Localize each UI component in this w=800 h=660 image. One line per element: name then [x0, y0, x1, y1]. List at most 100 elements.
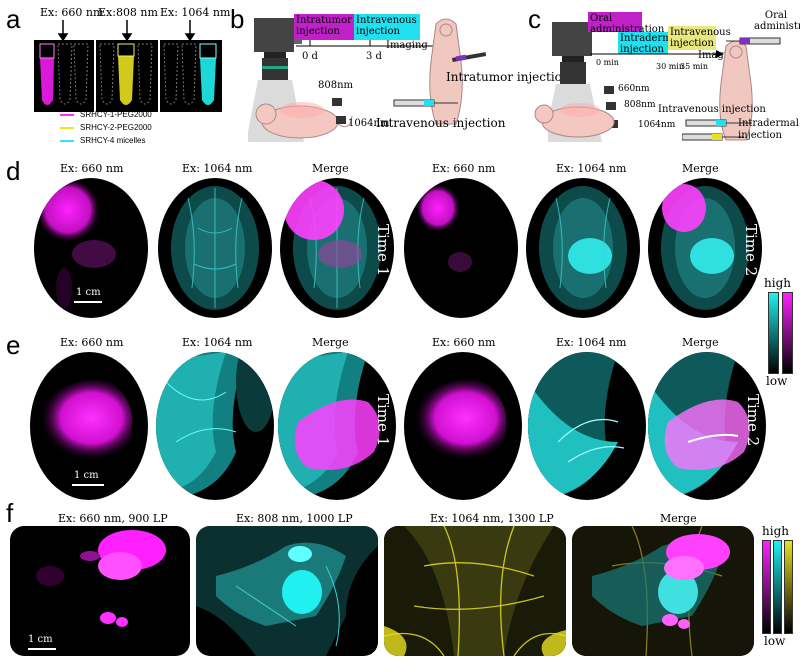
e-caption-1: Ex: 660 nm — [60, 336, 124, 349]
d-caption-1: Ex: 660 nm — [60, 162, 124, 175]
legend-swatch-2 — [60, 127, 74, 129]
e-caption-2: Ex: 1064 nm — [182, 336, 253, 349]
panel-f-label: f — [6, 498, 14, 528]
d-image-merge-t1 — [280, 178, 394, 318]
label-intravenous-c: Intravenous injection — [658, 104, 766, 115]
d-image-1064-t1 — [158, 178, 272, 318]
vial-image-1064 — [160, 40, 222, 112]
f-colorbar-high: high — [762, 524, 789, 538]
syringe-icon-b — [393, 99, 458, 107]
e-caption-6: Merge — [682, 336, 719, 349]
d-caption-5: Ex: 1064 nm — [556, 162, 627, 175]
de-colorbar-high: high — [764, 276, 791, 290]
laser-1064-b: 1064nm — [348, 118, 390, 129]
e-time-1: Time 1 — [374, 394, 392, 447]
f-caption-1: Ex: 660 nm, 900 LP — [58, 512, 168, 525]
f-colorbar-magenta — [762, 540, 771, 634]
mouse-upright-icon-b — [429, 18, 487, 125]
laser-808-c: 808nm — [624, 100, 656, 110]
syringes-icon-c — [682, 119, 752, 141]
imaging-label-c: Imaging — [698, 50, 740, 61]
d-image-merge-t2 — [648, 178, 762, 318]
panel-a-arrows — [57, 20, 196, 42]
e-caption-3: Merge — [312, 336, 349, 349]
d-caption-4: Ex: 660 nm — [432, 162, 496, 175]
f-caption-2: Ex: 808 nm, 1000 LP — [236, 512, 353, 525]
f-colorbar-cyan — [773, 540, 782, 634]
d-caption-3: Merge — [312, 162, 349, 175]
day-0-label: 0 d — [302, 51, 318, 62]
label-oral-c: Oral administration — [754, 10, 800, 32]
e-image-660-t2 — [404, 352, 522, 500]
label-intratumor-b: Intratumor injection — [446, 70, 570, 84]
d-caption-2: Ex: 1064 nm — [182, 162, 253, 175]
d-scale-bar — [74, 301, 102, 303]
panel-a-label: a — [6, 4, 21, 34]
label-intravenous-b: Intravenous injection — [376, 116, 506, 130]
d-image-660-t2 — [404, 178, 518, 318]
e-time-2: Time 2 — [744, 394, 762, 447]
legend-text-3: SRHCY-4 micelles — [80, 136, 146, 145]
f-colorbar-low: low — [764, 634, 786, 648]
laser-1064-c: 1064nm — [638, 120, 676, 130]
d-image-660-t1 — [34, 178, 148, 318]
timeline-arrow-c — [590, 50, 724, 58]
e-image-1064-t2 — [528, 352, 646, 500]
d-scale-bar-label: 1 cm — [76, 287, 101, 298]
time-0-label: 0 min — [596, 58, 619, 67]
box-intratumor-injection: Intratumor injection — [294, 14, 354, 40]
legend-swatch-1 — [60, 114, 74, 116]
de-colorbar-magenta — [782, 292, 793, 374]
d-time-2: Time 2 — [742, 224, 760, 277]
imaging-label-b: Imaging — [386, 40, 428, 51]
e-caption-5: Ex: 1064 nm — [556, 336, 627, 349]
f-scale-bar — [28, 648, 56, 650]
d-time-1: Time 1 — [374, 224, 392, 277]
panel-c-label: c — [528, 4, 541, 34]
laser-808-b: 808nm — [318, 80, 354, 91]
f-caption-3: Ex: 1064 nm, 1300 LP — [430, 512, 554, 525]
f-caption-4: Merge — [660, 512, 697, 525]
e-scale-bar-label: 1 cm — [74, 470, 99, 481]
f-scale-bar-label: 1 cm — [28, 634, 53, 645]
f-image-1064 — [384, 526, 566, 656]
time-35-label: 35 min — [680, 62, 709, 71]
vial-image-808 — [96, 40, 158, 112]
de-colorbar-low: low — [766, 374, 788, 388]
f-colorbar-yellow — [784, 540, 793, 634]
d-image-1064-t2 — [526, 178, 640, 318]
e-scale-bar — [72, 484, 104, 486]
oral-syringe-icon — [726, 37, 781, 45]
f-image-660 — [10, 526, 190, 656]
d-caption-6: Merge — [682, 162, 719, 175]
e-image-1064-t1 — [156, 352, 274, 500]
e-caption-4: Ex: 660 nm — [432, 336, 496, 349]
legend-text-2: SRHCY-2-PEG2000 — [80, 123, 152, 132]
laser-fiber-icons-b — [332, 98, 346, 124]
box-intravenous-injection: Intravenous injection — [354, 14, 420, 40]
mouse-lying-icon-c — [534, 103, 615, 138]
legend-text-1: SRHCY-1-PEG2000 — [80, 110, 152, 119]
day-3-label: 3 d — [366, 51, 382, 62]
legend-swatch-3 — [60, 140, 74, 142]
vial-image-660 — [34, 40, 94, 112]
f-image-merge — [572, 526, 754, 656]
time-30-label: 30 min — [656, 62, 685, 71]
panel-d-label: d — [6, 156, 21, 186]
de-colorbar-cyan — [768, 292, 779, 374]
label-intradermal-c: Intradermal injection — [738, 118, 799, 141]
panel-a-ex-808: Ex:808 nm — [98, 6, 158, 19]
laser-660-c: 660nm — [618, 84, 650, 94]
f-image-808 — [196, 526, 378, 656]
box-intravenous-injection-c: Intravenous injection — [668, 26, 731, 50]
panel-b-label: b — [230, 4, 245, 34]
panel-e-label: e — [6, 330, 21, 360]
mouse-lying-icon-b — [255, 102, 353, 139]
box-oral-administration: Oral administration — [588, 12, 665, 35]
panel-a-ex-660: Ex: 660 nm — [40, 6, 104, 19]
e-image-merge-t1 — [278, 352, 396, 500]
panel-a-ex-1064: Ex: 1064 nm — [160, 6, 231, 19]
e-image-merge-t2 — [648, 352, 766, 500]
e-image-660-t1 — [30, 352, 148, 500]
box-intradermal-injection: Intradermal injection — [618, 32, 681, 55]
